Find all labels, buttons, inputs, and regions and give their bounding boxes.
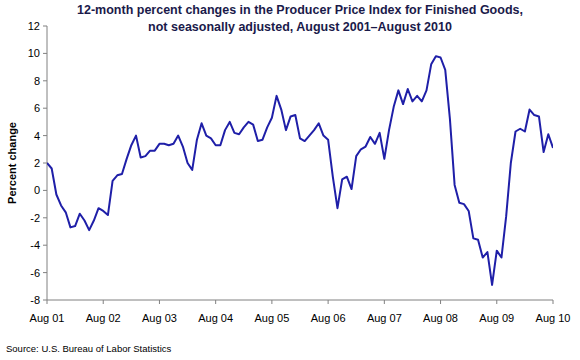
x-tick [271, 300, 272, 304]
title-line: not seasonally adjusted, August 2001–Aug… [148, 20, 452, 34]
plot-area [47, 56, 553, 285]
y-tick [43, 26, 47, 27]
x-tick-label: Aug 08 [423, 312, 458, 324]
title-line: 12-month percent changes in the Producer… [77, 3, 523, 17]
y-tick-label: 6 [34, 102, 40, 114]
x-tick [553, 300, 554, 304]
y-tick [43, 53, 47, 54]
x-tick [384, 300, 385, 304]
x-tick-label: Aug 07 [367, 312, 402, 324]
x-tick-label: Aug 02 [86, 312, 121, 324]
y-tick-label: -8 [30, 294, 40, 306]
x-tick-label: Aug 10 [536, 312, 571, 324]
x-tick-label: Aug 09 [479, 312, 514, 324]
x-tick [215, 300, 216, 304]
y-tick [43, 108, 47, 109]
y-tick-label: 8 [34, 75, 40, 87]
x-tick-label: Aug 04 [198, 312, 233, 324]
y-tick [43, 135, 47, 136]
y-tick-label: 12 [28, 20, 40, 32]
x-tick [103, 300, 104, 304]
x-axis [47, 300, 553, 301]
y-tick-label: -6 [30, 267, 40, 279]
y-tick-label: 2 [34, 157, 40, 169]
x-tick [496, 300, 497, 304]
y-tick-label: -2 [30, 212, 40, 224]
y-tick [43, 80, 47, 81]
x-tick [159, 300, 160, 304]
x-tick-label: Aug 01 [30, 312, 65, 324]
x-tick-label: Aug 03 [142, 312, 177, 324]
y-tick [43, 190, 47, 191]
series-line [47, 56, 553, 285]
title: 12-month percent changes in the Producer… [77, 3, 523, 34]
x-tick [440, 300, 441, 304]
y-axis-label: Percent change [6, 122, 18, 204]
x-tick [328, 300, 329, 304]
x-tick-label: Aug 06 [311, 312, 346, 324]
y-tick [43, 245, 47, 246]
y-tick [43, 300, 47, 301]
y-tick-label: 10 [28, 47, 40, 59]
chart: 12-month percent changes in the Producer… [0, 0, 580, 360]
source: Source: U.S. Bureau of Labor Statistics [6, 343, 172, 354]
x-tick [47, 300, 48, 304]
y-tick [43, 272, 47, 273]
y-tick-label: -4 [30, 239, 40, 251]
y-tick-label: 0 [34, 184, 40, 196]
y-tick-label: 4 [34, 130, 40, 142]
x-tick-label: Aug 05 [254, 312, 289, 324]
y-tick [43, 163, 47, 164]
y-tick [43, 217, 47, 218]
